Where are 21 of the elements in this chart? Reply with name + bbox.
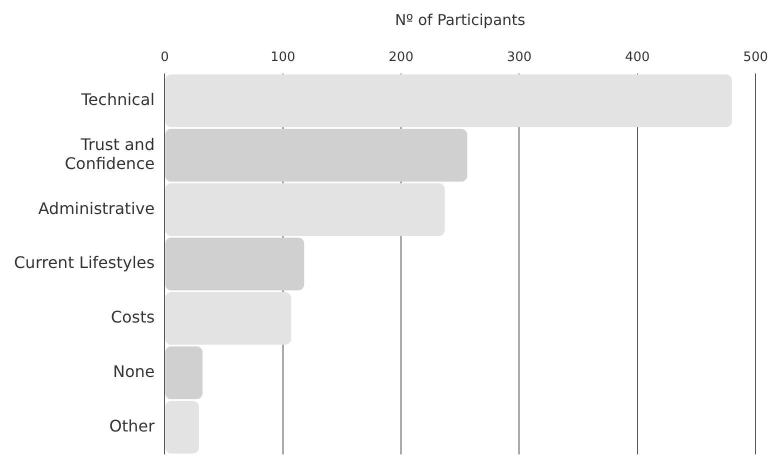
bar [165, 238, 304, 290]
x-tick-label: 400 [625, 50, 650, 66]
y-tick-label: Costs [110, 308, 155, 327]
x-tick-label: 0 [160, 50, 169, 66]
bar [165, 74, 732, 128]
y-tick-label: Other [109, 416, 156, 436]
y-tick-label: Administrative [38, 198, 155, 218]
x-tick-label: 100 [270, 50, 296, 66]
y-tick-label: Trust and Confidence [64, 134, 155, 173]
y-tick-label: None [112, 362, 155, 381]
bar [165, 183, 445, 236]
x-tick-label: 500 [743, 50, 768, 66]
bar [165, 346, 203, 400]
bar [165, 128, 468, 182]
y-tick-label: Technical [80, 90, 155, 109]
bar [165, 400, 199, 454]
x-axis-title: Nº of Participants [394, 10, 526, 29]
x-tick-label: 200 [388, 50, 414, 66]
x-tick-label: 300 [506, 50, 532, 66]
y-tick-label: Current Lifestyles [14, 253, 155, 272]
bar [165, 292, 292, 345]
